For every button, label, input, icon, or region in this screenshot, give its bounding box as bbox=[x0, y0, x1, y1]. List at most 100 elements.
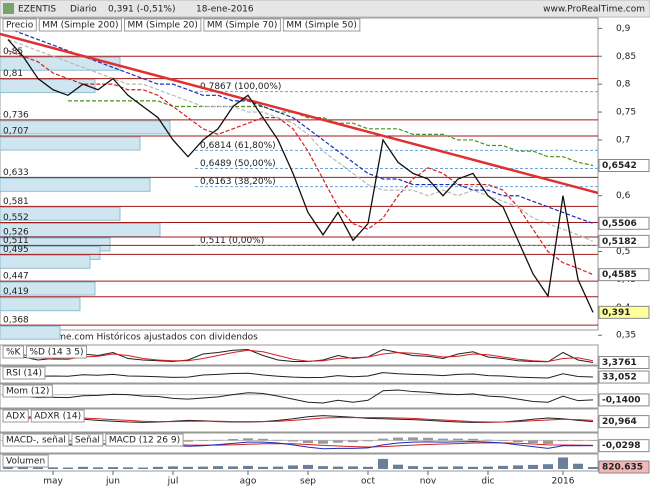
indicator-bar bbox=[438, 438, 448, 441]
indicator-bar bbox=[213, 439, 223, 441]
period: Diario bbox=[70, 5, 97, 15]
indicator-bar bbox=[303, 464, 313, 469]
indicator-bar bbox=[543, 440, 553, 444]
site: www.ProRealTime.com bbox=[543, 5, 645, 15]
indicator-bar bbox=[528, 464, 538, 469]
indicator-bar bbox=[273, 439, 283, 441]
indicator-bar bbox=[78, 466, 88, 469]
indicator-last-label: 820.635 bbox=[602, 463, 643, 473]
x-tick-label: dic bbox=[481, 477, 494, 487]
y-tick-label: 0,8 bbox=[616, 80, 631, 90]
indicator-bar bbox=[393, 464, 403, 469]
indicator-bar bbox=[138, 467, 148, 469]
level-label: 0,526 bbox=[3, 228, 29, 238]
ma-last-box bbox=[598, 268, 650, 282]
price-last-box bbox=[598, 305, 650, 319]
volume-profile-bar bbox=[0, 177, 151, 192]
volume-profile-bar bbox=[0, 254, 91, 269]
volume-profile-bar bbox=[0, 297, 81, 312]
indicator-legend-box bbox=[25, 345, 87, 359]
ma-last-box bbox=[598, 234, 650, 248]
indicator-legend: ADXR (14) bbox=[34, 412, 81, 422]
indicator-bar bbox=[213, 466, 223, 469]
indicator-last-label: -0,1400 bbox=[602, 395, 640, 405]
x-tick-label: may bbox=[43, 477, 63, 487]
indicator-bar bbox=[543, 464, 553, 469]
indicator-bar bbox=[453, 438, 463, 441]
indicator-legend: %K bbox=[6, 348, 22, 358]
indicator-last-label: 3,3761 bbox=[602, 358, 637, 368]
volume-profile-bar bbox=[0, 120, 171, 135]
indicator-bar bbox=[303, 440, 313, 444]
legend-entry-box bbox=[282, 18, 361, 32]
indicator-panel bbox=[0, 383, 599, 409]
legend-entry: MM (Simple 20) bbox=[127, 21, 197, 31]
indicator-bar bbox=[228, 439, 238, 441]
price-line bbox=[7, 39, 594, 313]
indicator-bar bbox=[318, 440, 328, 444]
indicator-bar bbox=[333, 466, 343, 469]
level-label: 0,707 bbox=[3, 127, 29, 137]
trendline bbox=[0, 32, 599, 195]
indicator-bar bbox=[243, 465, 253, 469]
indicator-bar bbox=[393, 437, 403, 441]
header-icon bbox=[3, 3, 14, 14]
indicator-bar bbox=[468, 466, 478, 469]
x-tick-label: sep bbox=[300, 477, 316, 487]
level-label: 0,368 bbox=[3, 316, 29, 326]
indicator-bar bbox=[18, 466, 28, 469]
y-tick-label: 0,5 bbox=[616, 247, 630, 257]
indicator-legend-box bbox=[2, 454, 49, 468]
indicator-last-box bbox=[598, 460, 650, 474]
indicator-legend: RSI (14) bbox=[6, 369, 42, 379]
level-label: 0,581 bbox=[3, 197, 29, 207]
indicator-legend-box bbox=[2, 345, 24, 359]
legend-entry: MM (Simple 70) bbox=[207, 21, 277, 31]
indicator-last-label: -0,0298 bbox=[602, 441, 640, 451]
indicator-bar bbox=[408, 466, 418, 469]
indicator-bar bbox=[483, 439, 493, 441]
legend-entry: MM (Simple 50) bbox=[286, 21, 356, 31]
fibonacci-label: 0,511 (0,00%) bbox=[200, 236, 264, 246]
legend-entry: MM (Simple 200) bbox=[42, 21, 118, 31]
volume-profile-bar bbox=[0, 223, 161, 238]
indicator-bar bbox=[438, 466, 448, 469]
indicator-legend: Mom (12) bbox=[6, 387, 49, 397]
indicator-bar bbox=[168, 466, 178, 469]
indicator-bar bbox=[63, 467, 73, 469]
indicator-bar bbox=[258, 466, 268, 469]
indicator-bar bbox=[123, 467, 133, 469]
indicator-bar bbox=[288, 440, 298, 442]
indicator-line bbox=[7, 372, 594, 379]
indicator-panel bbox=[0, 453, 599, 472]
indicator-bar bbox=[558, 440, 568, 442]
indicator-legend-box bbox=[2, 384, 53, 398]
x-tick-label: oct bbox=[361, 477, 375, 487]
level-label: 0,511 bbox=[3, 236, 29, 246]
indicator-bar bbox=[153, 466, 163, 469]
legend-entry-box bbox=[123, 18, 202, 32]
moving-average bbox=[68, 100, 594, 167]
indicator-bar bbox=[273, 466, 283, 469]
x-tick-label: jun bbox=[105, 477, 120, 487]
indicator-bar bbox=[108, 467, 118, 469]
y-tick-label: 0,35 bbox=[616, 331, 636, 341]
indicator-bar bbox=[423, 466, 433, 469]
volume-profile-bar bbox=[0, 136, 141, 151]
indicator-bar bbox=[378, 458, 388, 469]
indicator-last-box bbox=[598, 393, 650, 407]
indicator-legend-box bbox=[2, 366, 46, 380]
indicator-panel bbox=[0, 408, 599, 433]
fibonacci-label: 0,6163 (38,20%) bbox=[200, 177, 276, 187]
indicator-legend-box bbox=[105, 433, 184, 447]
moving-average bbox=[7, 27, 594, 224]
quote: 0,391 (-0,51%) bbox=[108, 5, 176, 15]
level-label: 0,736 bbox=[3, 110, 29, 120]
ma-last-box bbox=[598, 158, 650, 172]
indicator-bar bbox=[513, 465, 523, 469]
indicator-bar bbox=[183, 440, 193, 442]
indicator-legend: MACD (12 26 9) bbox=[109, 436, 180, 446]
indicator-bar bbox=[573, 440, 583, 441]
level-label: 0,81 bbox=[3, 69, 23, 79]
level-label: 0,552 bbox=[3, 213, 29, 223]
